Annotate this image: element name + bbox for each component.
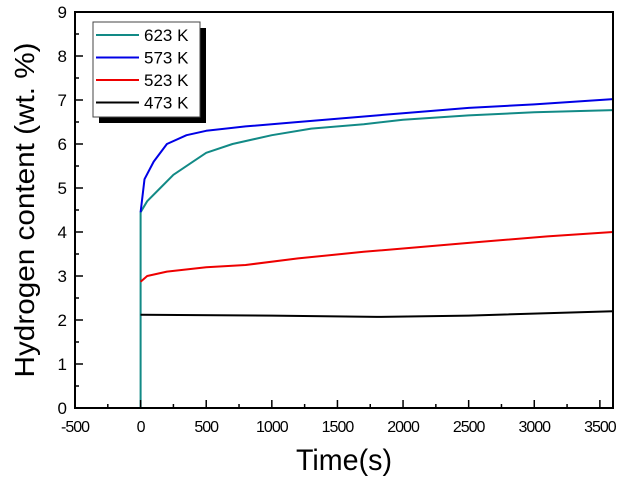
y-tick-label: 3 bbox=[58, 267, 67, 286]
legend: 623 K 573 K 523 K 473 K bbox=[92, 21, 206, 123]
x-tick-label: 0 bbox=[137, 419, 146, 436]
y-tick-label: 0 bbox=[58, 399, 67, 418]
y-axis-label: Hydrogen content (wt. %) bbox=[9, 43, 40, 378]
x-axis-label: Time(s) bbox=[296, 444, 392, 477]
y-tick-label: 5 bbox=[58, 179, 67, 198]
x-tick-label: 3500 bbox=[584, 419, 617, 436]
legend-label: 473 K bbox=[144, 94, 189, 113]
series-line-573k bbox=[139, 98, 614, 213]
legend-label: 623 K bbox=[144, 26, 189, 45]
legend-box bbox=[92, 21, 201, 118]
x-tick-label: 1500 bbox=[322, 419, 355, 436]
x-tick-label: 2500 bbox=[453, 419, 486, 436]
y-tick-label: 2 bbox=[58, 311, 67, 330]
axes: -500 0 500 1000 1500 2000 2500 3000 350001234567… bbox=[58, 3, 618, 436]
x-tick-label: 2000 bbox=[387, 419, 420, 436]
plot-area bbox=[139, 98, 614, 408]
y-tick-label: 4 bbox=[58, 223, 67, 242]
series-line-523k bbox=[139, 231, 614, 283]
legend-label: 573 K bbox=[144, 49, 189, 68]
y-tick-label: 7 bbox=[58, 91, 67, 110]
x-tick-label: 3000 bbox=[518, 419, 551, 436]
series-line-623k bbox=[139, 109, 614, 408]
legend-label: 523 K bbox=[144, 71, 189, 90]
x-tick-label: 500 bbox=[194, 419, 219, 436]
series-line-473k bbox=[140, 310, 614, 318]
x-tick-label: 1000 bbox=[256, 419, 289, 436]
y-tick-label: 9 bbox=[58, 3, 67, 22]
y-tick-label: 8 bbox=[58, 47, 67, 66]
x-tick-label: -500 bbox=[61, 419, 90, 436]
y-tick-label: 1 bbox=[58, 355, 67, 374]
y-tick-label: 6 bbox=[58, 135, 67, 154]
